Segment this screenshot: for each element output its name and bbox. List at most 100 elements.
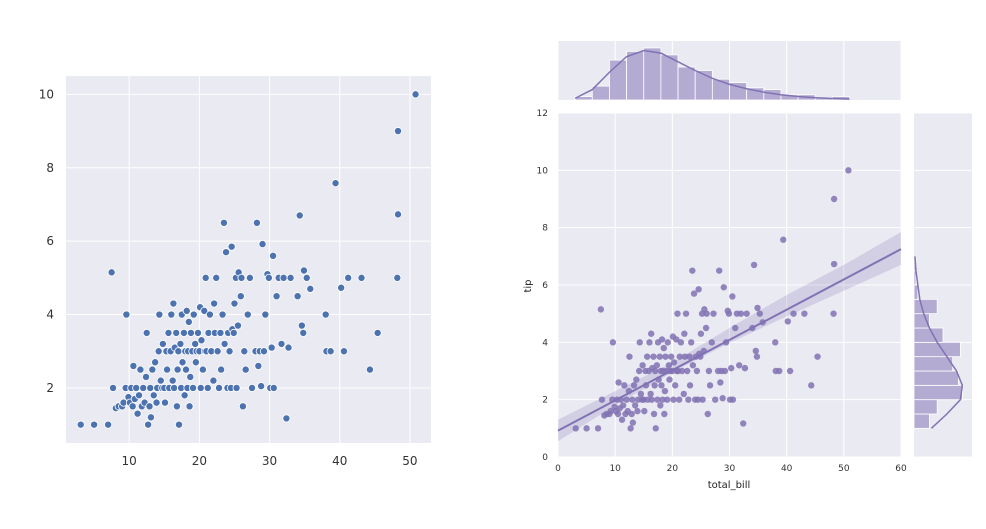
scatter-point [628, 410, 635, 418]
scatter-point [670, 396, 677, 403]
scatter-point [671, 382, 679, 389]
scatter-point [609, 339, 617, 346]
x-tick-label: 0 [555, 464, 561, 474]
scatter-point [282, 414, 291, 423]
scatter-point [750, 261, 758, 269]
scatter-point [151, 358, 160, 367]
scatter-point [193, 328, 202, 337]
scatter-point [295, 211, 304, 220]
scatter-point [725, 310, 733, 317]
scatter-point [680, 390, 687, 398]
scatter-point [144, 420, 153, 429]
x-tick-label: 30 [262, 454, 277, 468]
scatter-point [685, 396, 692, 403]
histogram-bar [913, 284, 919, 300]
scatter-point [702, 324, 710, 332]
y-tick-label: 0 [542, 453, 548, 463]
scatter-point [237, 273, 246, 282]
scatter-point [229, 328, 238, 337]
scatter-point [643, 353, 651, 360]
regression-line [557, 248, 902, 432]
scatter-point [238, 402, 247, 411]
scatter-point [656, 353, 663, 360]
scatter-point [710, 310, 717, 317]
scatter-point [729, 396, 737, 403]
scatter-point [169, 299, 178, 308]
scatter-point [659, 396, 666, 403]
x-tick-label: 60 [895, 464, 907, 474]
scatter-point [272, 292, 281, 301]
scatter-point [172, 328, 181, 337]
scatter-point [139, 383, 148, 392]
y-tick-label: 8 [542, 224, 548, 234]
x-tick-label: 50 [402, 454, 417, 468]
scatter-point [697, 330, 705, 337]
scatter-point [264, 273, 273, 282]
scatter-point [259, 347, 268, 356]
scatter-point [666, 376, 673, 383]
scatter-point [297, 321, 306, 330]
y-tick-label: 2 [542, 396, 548, 406]
scatter-point [174, 347, 183, 356]
scatter-point [801, 310, 808, 317]
scatter-point [236, 292, 245, 301]
scatter-point [667, 353, 675, 360]
histogram-bar [913, 356, 954, 372]
scatter-point [708, 339, 715, 346]
scatter-point [681, 353, 689, 360]
scatter-point [299, 266, 308, 275]
scatter-point [634, 407, 641, 415]
scatter-point [227, 242, 236, 251]
scatter-point [155, 310, 164, 319]
scatter-point [653, 362, 661, 369]
scatter-point [676, 353, 683, 360]
scatter-point [175, 420, 184, 429]
histogram-bar [913, 341, 961, 358]
histogram-bar [609, 59, 628, 101]
scatter-point [365, 365, 374, 374]
scatter-point [156, 376, 165, 385]
scatter-point [706, 382, 714, 389]
histogram-bar [660, 54, 679, 101]
scatter-point [132, 383, 141, 392]
scatter-point [306, 284, 315, 293]
scatter-point [694, 396, 702, 403]
scatter-point [720, 284, 727, 291]
scatter-point [830, 260, 838, 268]
scatter-point [128, 402, 137, 411]
scatter-point [196, 383, 205, 392]
scatter-point [598, 396, 606, 403]
scatter-point [200, 306, 209, 315]
marginal-histogram-right [913, 112, 972, 458]
scatter-point [269, 383, 278, 392]
scatter-point [597, 306, 605, 313]
kde-curve [574, 49, 850, 100]
scatter-point [252, 218, 261, 227]
scatter-point [411, 90, 420, 99]
histogram-bar [626, 51, 645, 101]
scatter-point [670, 359, 678, 366]
scatter-point [129, 361, 138, 370]
scatter-point [154, 347, 163, 356]
scatter-point [780, 236, 787, 243]
scatter-point [776, 367, 783, 375]
scatter-point [654, 396, 661, 403]
scatter-point [152, 398, 161, 407]
scatter-point [90, 420, 99, 429]
histogram-bar [643, 47, 662, 101]
scatter-point [687, 339, 695, 346]
scatter-point [182, 306, 191, 315]
scatter-point [830, 195, 838, 203]
scatter-point [373, 328, 382, 337]
scatter-point [257, 382, 266, 391]
scatter-point [635, 367, 643, 375]
scatter-point [178, 358, 187, 367]
y-tick-label: 4 [542, 338, 548, 348]
scatter-point [614, 410, 622, 418]
scatter-point [657, 402, 664, 409]
scatter-point [240, 347, 249, 356]
scatter-point [740, 420, 747, 427]
scatter-point [673, 336, 680, 343]
scatter-point [232, 383, 241, 392]
y-tick-label: 6 [46, 234, 54, 248]
